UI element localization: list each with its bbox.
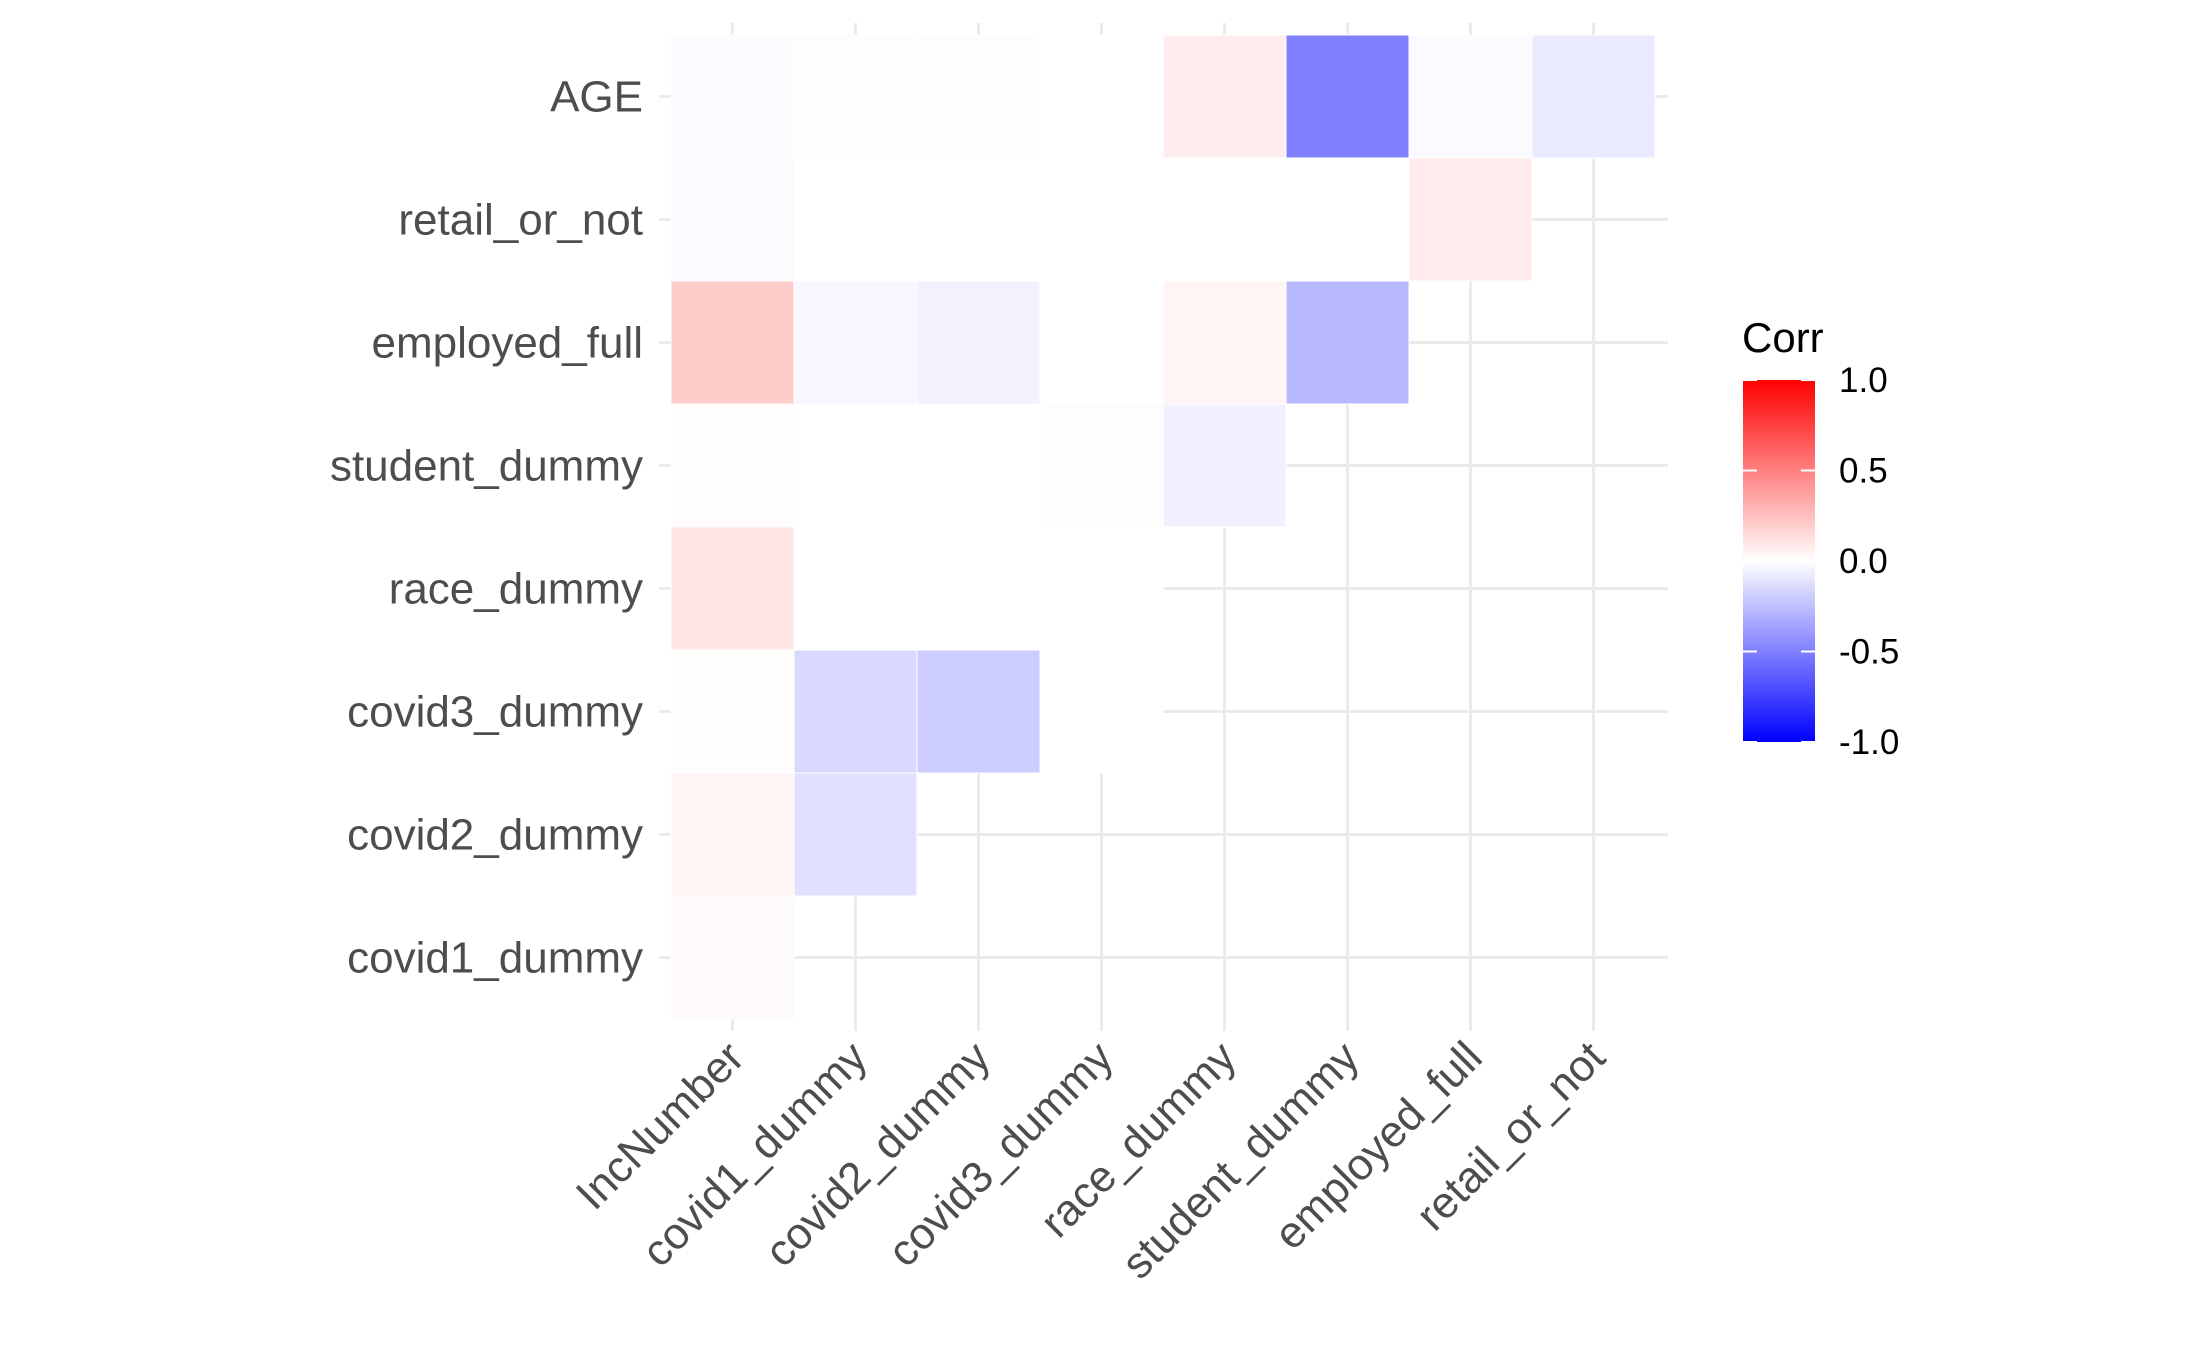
heatmap-cell <box>793 403 918 528</box>
heatmap-cell <box>670 34 795 159</box>
heatmap-cell <box>793 649 918 774</box>
heatmap-cell <box>916 34 1041 159</box>
heatmap-cell <box>1408 34 1533 159</box>
heatmap-cell <box>670 157 795 282</box>
heatmap-cell <box>793 34 918 159</box>
y-axis-tick-labels: covid1_dummy covid2_dummy covid3_dummy race… <box>330 73 643 983</box>
x-tick-label: covid1_dummy <box>633 1032 877 1276</box>
heatmap-cell <box>916 157 1041 282</box>
legend: Corr 1.0 0.5 0.0 -0.5 -1.0 <box>1742 314 1899 762</box>
y-tick-label: covid3_dummy <box>347 688 643 737</box>
heatmap-cell <box>670 895 795 1020</box>
heatmap-cell <box>1162 34 1287 159</box>
heatmap-cell <box>1039 526 1164 651</box>
heatmap-cell <box>670 772 795 897</box>
heatmap-cell <box>1531 34 1656 159</box>
heatmap-cell <box>1408 157 1533 282</box>
heatmap-cell <box>1039 280 1164 405</box>
heatmap-cell <box>916 280 1041 405</box>
heatmap-cell <box>1162 403 1287 528</box>
legend-title: Corr <box>1742 314 1824 361</box>
heatmap-cell <box>793 280 918 405</box>
heatmap-cell <box>916 403 1041 528</box>
heatmap-cell <box>1285 280 1410 405</box>
heatmap-cell <box>1162 157 1287 282</box>
heatmap-cell <box>1039 157 1164 282</box>
heatmap-cell <box>1285 34 1410 159</box>
heatmap-cell <box>916 526 1041 651</box>
heatmap-cell <box>670 403 795 528</box>
y-tick-label: covid2_dummy <box>347 811 643 860</box>
y-tick-label: employed_full <box>372 319 644 368</box>
legend-tick-label: -0.5 <box>1839 633 1899 672</box>
heatmap-cell <box>1039 34 1164 159</box>
heatmap-cell <box>1162 280 1287 405</box>
heatmap-cell <box>670 649 795 774</box>
y-tick-label: race_dummy <box>389 565 643 614</box>
legend-tick-label: 1.0 <box>1839 361 1888 400</box>
y-tick-label: covid1_dummy <box>347 934 643 983</box>
x-tick-label: covid2_dummy <box>756 1032 1000 1276</box>
y-tick-label: retail_or_not <box>398 196 643 245</box>
heatmap-cell <box>1039 649 1164 774</box>
legend-tick-label: -1.0 <box>1839 723 1899 762</box>
heatmap-cell <box>670 526 795 651</box>
heatmap-cell <box>793 157 918 282</box>
y-tick-label: AGE <box>550 73 643 122</box>
heatmap-cell <box>793 526 918 651</box>
heatmap-cell <box>1039 403 1164 528</box>
heatmap-cell <box>793 772 918 897</box>
y-tick-label: student_dummy <box>330 442 643 491</box>
legend-tick-label: 0.0 <box>1839 542 1888 581</box>
legend-ticks: 1.0 0.5 0.0 -0.5 -1.0 <box>1743 361 1899 762</box>
x-axis-tick-labels: IncNumbercovid1_dummycovid2_dummycovid3_… <box>567 1032 1615 1288</box>
heatmap-cell <box>670 280 795 405</box>
heatmap-cell <box>916 649 1041 774</box>
heatmap-cell <box>1285 157 1410 282</box>
legend-tick-label: 0.5 <box>1839 452 1888 491</box>
x-tick-label: covid3_dummy <box>879 1032 1123 1276</box>
heatmap-cells <box>670 34 1656 1020</box>
